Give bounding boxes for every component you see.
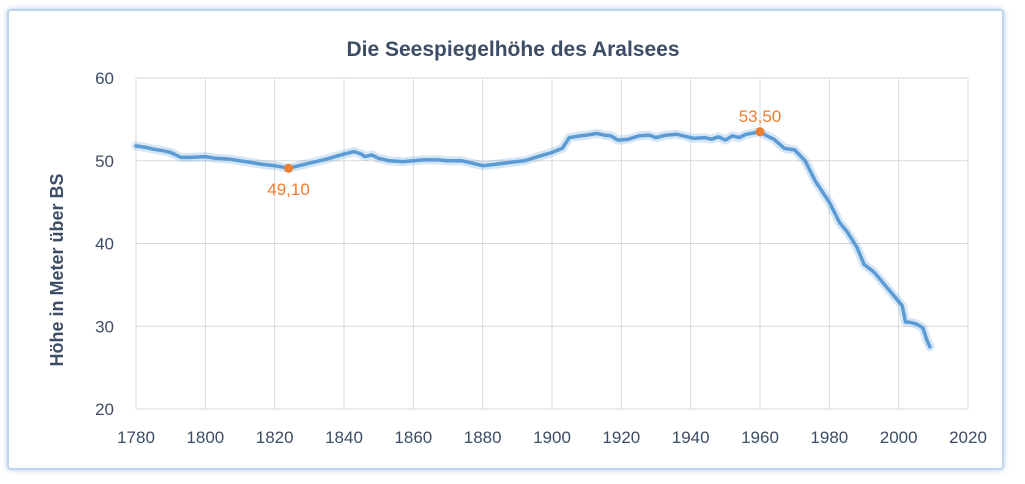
chart-title: Die Seespiegelhöhe des Aralsees <box>346 38 679 61</box>
y-axis-label: Höhe in Meter über BS <box>47 173 67 366</box>
x-tick-label: 1940 <box>672 428 710 447</box>
x-tick-label: 1780 <box>117 428 155 447</box>
x-tick-label: 1900 <box>533 428 571 447</box>
grid <box>135 77 969 410</box>
y-tick-label: 30 <box>95 317 114 336</box>
x-tick-label: 1880 <box>464 428 502 447</box>
data-label: 49,10 <box>267 180 310 199</box>
x-tick-label: 1860 <box>394 428 432 447</box>
y-tick-label: 50 <box>95 152 114 171</box>
x-tick-label: 2000 <box>880 428 918 447</box>
x-tick-label: 1980 <box>810 428 848 447</box>
x-axis-ticks: 1780 1800 1820 1840 1860 1880 1900 1920 1940 1960… <box>117 428 987 447</box>
x-tick-label: 2020 <box>949 428 987 447</box>
x-tick-label: 1820 <box>256 428 294 447</box>
series-group <box>131 127 935 352</box>
x-tick-label: 1840 <box>325 428 363 447</box>
chart-frame <box>7 9 1004 470</box>
y-tick-label: 20 <box>95 400 114 419</box>
data-point-marker <box>284 163 294 173</box>
annotations: 49,10 53,50 <box>267 107 781 199</box>
y-tick-label: 40 <box>95 235 114 254</box>
y-tick-label: 60 <box>95 69 114 88</box>
x-tick-label: 1920 <box>602 428 640 447</box>
data-point-marker <box>755 127 765 137</box>
x-tick-label: 1800 <box>186 428 224 447</box>
data-label: 53,50 <box>739 107 782 126</box>
x-tick-label: 1960 <box>741 428 779 447</box>
y-axis-ticks: 20 30 40 50 60 <box>95 69 114 419</box>
series-line <box>134 130 932 349</box>
